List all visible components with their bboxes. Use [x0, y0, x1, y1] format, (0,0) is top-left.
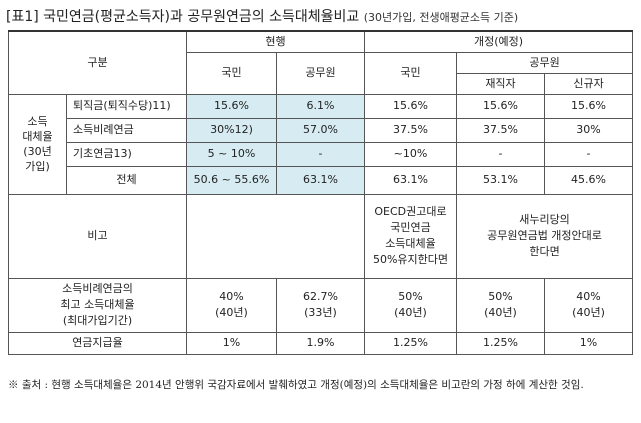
cell: 37.5%	[456, 117, 545, 143]
cell: 50% (40년)	[364, 277, 457, 333]
total-label: 전체	[66, 165, 187, 195]
contribution-label: 연금지급율	[8, 331, 187, 355]
header-new-hire: 신규자	[543, 72, 634, 95]
cell: 6.1%	[276, 93, 365, 119]
cell: 50% (40년)	[456, 277, 545, 333]
cell: 62.7% (33년)	[276, 277, 365, 333]
cell: 53.1%	[456, 165, 545, 195]
cell: 15.6%	[186, 93, 277, 119]
cell: 63.1%	[364, 165, 457, 195]
row-label: 기초연금13)	[66, 141, 187, 167]
cell: 1.25%	[456, 331, 545, 355]
remark-current	[186, 193, 365, 279]
table-row-max-rate: 소득비례연금의 최고 소득대체율 (최대가입기간) 40% (40년) 62.7…	[8, 277, 634, 333]
cell: 57.0%	[276, 117, 365, 143]
header-revised-public: 공무원	[455, 51, 634, 74]
table-title-main: [표1] 국민연금(평균소득자)과 공무원연금의 소득대체율비교	[6, 9, 360, 25]
cell: 45.6%	[543, 165, 634, 195]
row-label: 소득비례연금	[66, 117, 187, 143]
table-row-contribution: 연금지급율 1% 1.9% 1.25% 1.25% 1%	[8, 331, 634, 355]
header-current-public: 공무원	[276, 51, 365, 95]
cell: 5 ~ 10%	[186, 141, 277, 167]
remark-public-note: 새누리당의 공무원연금법 개정안대로 한다면	[455, 193, 634, 279]
cell: -	[456, 141, 545, 167]
header-gubun: 구분	[8, 30, 187, 95]
side-label: 소득 대체율 (30년 가입)	[8, 93, 67, 195]
header-current: 현행	[186, 30, 365, 53]
table-row: 소득 대체율 (30년 가입) 퇴직금(퇴직수당)11) 15.6% 6.1% …	[8, 93, 634, 195]
table-row: 기초연금13) 5 ~ 10% - ~10% - -	[9, 141, 634, 167]
table-title-sub: (30년가입, 전생애평균소득 기준)	[363, 11, 519, 24]
max-rate-label: 소득비례연금의 최고 소득대체율 (최대가입기간)	[8, 277, 187, 333]
cell: 15.6%	[364, 93, 457, 119]
comparison-table: 구분 현행 개정(예정) 국민 공무원 국민 공무원 재직자 신규자 소득 대체…	[8, 30, 634, 355]
table-row-remark: 비고 OECD권고대로 국민연금 소득대체율 50%유지한다면 새누리당의 공무…	[8, 193, 634, 279]
cell: 40% (40년)	[186, 277, 277, 333]
cell: 1.25%	[364, 331, 457, 355]
cell: 1.9%	[276, 331, 365, 355]
header-current-national: 국민	[186, 51, 277, 95]
cell: 1%	[543, 331, 634, 355]
table-title: [표1] 국민연금(평균소득자)과 공무원연금의 소득대체율비교 (30년가입,…	[6, 6, 518, 26]
header-incumbent: 재직자	[456, 72, 545, 95]
cell: 30%	[543, 117, 634, 143]
cell: ~10%	[364, 141, 457, 167]
cell: -	[276, 141, 365, 167]
cell: 15.6%	[456, 93, 545, 119]
cell: 63.1%	[276, 165, 365, 195]
cell: 15.6%	[543, 93, 634, 119]
header-revised-national: 국민	[364, 51, 457, 95]
table-row: 소득비례연금 30%12) 57.0% 37.5% 37.5% 30%	[9, 117, 634, 143]
remark-national-note: OECD권고대로 국민연금 소득대체율 50%유지한다면	[364, 193, 457, 279]
remark-label: 비고	[8, 193, 187, 279]
cell: 1%	[186, 331, 277, 355]
cell: -	[543, 141, 634, 167]
cell: 50.6 ~ 55.6%	[186, 165, 277, 195]
row-label: 퇴직금(퇴직수당)11)	[66, 93, 187, 119]
header-revised: 개정(예정)	[363, 30, 634, 53]
cell: 37.5%	[364, 117, 457, 143]
cell: 30%12)	[186, 117, 277, 143]
table-row-total: 전체 50.6 ~ 55.6% 63.1% 63.1% 53.1% 45.6%	[9, 165, 634, 195]
cell: 40% (40년)	[543, 277, 634, 333]
footnote: ※ 출처 : 현행 소득대체율은 2014년 안행위 국감자료에서 발췌하였고 …	[8, 379, 584, 391]
